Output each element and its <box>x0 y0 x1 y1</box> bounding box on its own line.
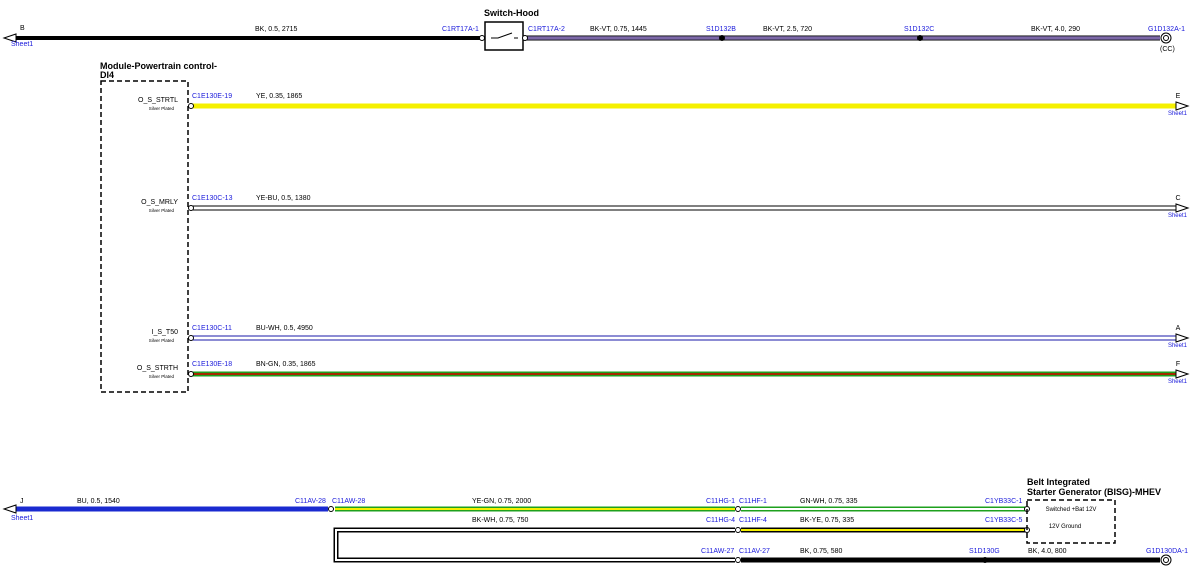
bisg-box <box>1026 499 1116 544</box>
ref: C <box>1175 195 1180 202</box>
wire-label: BK, 0.5, 2715 <box>255 26 298 33</box>
sheet: Sheet1 <box>1168 213 1188 219</box>
pin-plating: Silver Plated <box>149 338 175 343</box>
wire-label: BK, 0.75, 580 <box>800 548 843 555</box>
ref: B <box>20 25 25 32</box>
component-title: DI4 <box>100 70 114 80</box>
pin-plating: Silver Plated <box>149 106 175 111</box>
ref: E <box>1176 93 1181 100</box>
splice: S1D132B <box>706 26 736 33</box>
sheet: Sheet1 <box>11 41 33 48</box>
symbols <box>2 21 1190 566</box>
sheet: Sheet1 <box>11 515 33 522</box>
labels: B Sheet1 BK, 0.5, 2715 C1RT17A-1 Switch-… <box>11 8 1188 555</box>
wires <box>14 35 1176 563</box>
component-title: Belt Integrated <box>1027 477 1090 487</box>
wire-label: BK-YE, 0.75, 335 <box>800 517 854 524</box>
pin-name: Switched +Bat 12V <box>1046 507 1097 513</box>
wire-label: YE, 0.35, 1865 <box>256 93 302 100</box>
sheet: Sheet1 <box>1168 111 1188 117</box>
connector: C11HF-4 <box>739 517 767 524</box>
wire-label: BK-VT, 0.75, 1445 <box>590 26 647 33</box>
connector: C1E130E-19 <box>192 93 232 100</box>
module-pins: O_S_STRTL Silver Plated C1E130E-19 YE, 0.35… <box>137 93 1188 385</box>
wire-label: BU-WH, 0.5, 4950 <box>256 325 313 332</box>
pin-name: 12V Ground <box>1049 524 1081 530</box>
connector: C11HG-4 <box>706 517 735 524</box>
pin-name: O_S_STRTL <box>138 97 178 104</box>
pin-plating: Silver Plated <box>149 208 175 213</box>
wire-label: BN-GN, 0.35, 1865 <box>256 361 316 368</box>
sheet: Sheet1 <box>1168 343 1188 349</box>
wire-label: GN-WH, 0.75, 335 <box>800 498 858 505</box>
sheet: Sheet1 <box>1168 379 1188 385</box>
ref: J <box>20 498 24 505</box>
connector: C1E130C-13 <box>192 195 233 202</box>
wire-label: BU, 0.5, 1540 <box>77 498 120 505</box>
wire-label: BK, 4.0, 800 <box>1028 548 1067 555</box>
connector: C11AV-28 <box>295 498 326 505</box>
connector: C1RT17A-2 <box>528 26 565 33</box>
connector: C1YB33C-1 <box>985 498 1022 505</box>
connector: C11HF-1 <box>739 498 767 505</box>
wire-label: YE-GN, 0.75, 2000 <box>472 498 531 505</box>
connector: C11AW-28 <box>332 498 365 505</box>
connector: C11HG-1 <box>706 498 735 505</box>
ref: A <box>1176 325 1181 332</box>
connector: C11AV-27 <box>739 548 770 555</box>
wire-label: BK-VT, 2.5, 720 <box>763 26 812 33</box>
connector: C1E130E-18 <box>192 361 232 368</box>
component-title: Module-Powertrain control- <box>100 61 217 71</box>
connector: C1YB33C-5 <box>985 517 1022 524</box>
module-box <box>100 80 189 393</box>
splice: S1D130G <box>969 548 1000 555</box>
wire-label: BK-WH, 0.75, 750 <box>472 517 529 524</box>
ground-note: (CC) <box>1160 46 1175 53</box>
connector: C1E130C-11 <box>192 325 232 332</box>
pin-name: I_S_T50 <box>152 329 179 336</box>
component-title: Starter Generator (BISG)-MHEV <box>1027 487 1161 497</box>
ref: F <box>1176 361 1180 368</box>
pin-name: O_S_MRLY <box>141 199 178 206</box>
wire-label: BK-VT, 4.0, 290 <box>1031 26 1080 33</box>
pin-plating: Silver Plated <box>149 374 175 379</box>
pin-name: O_S_STRTH <box>137 365 178 372</box>
connector: C11AW-27 <box>701 548 734 555</box>
component-title: Switch-Hood <box>484 8 539 18</box>
ground: G1D130DA-1 <box>1146 548 1188 555</box>
connector: C1RT17A-1 <box>442 26 479 33</box>
splice: S1D132C <box>904 26 934 33</box>
ground: G1D132A-1 <box>1148 26 1185 33</box>
wire-label: YE-BU, 0.5, 1380 <box>256 195 311 202</box>
